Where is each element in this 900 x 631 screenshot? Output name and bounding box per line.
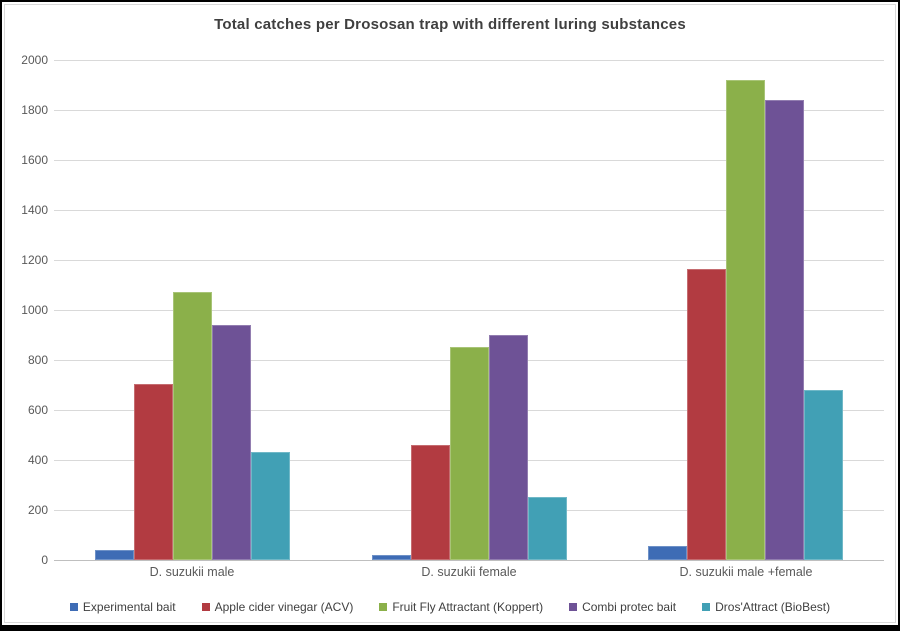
gridline: [54, 210, 884, 211]
x-category-label: D. suzukii female: [421, 565, 517, 579]
plot-area: [54, 60, 884, 561]
legend-label: Apple cider vinegar (ACV): [214, 600, 354, 614]
gridline: [54, 110, 884, 111]
legend-item: Combi protec bait: [569, 600, 676, 614]
bar: [528, 497, 567, 560]
chart-title: Total catches per Drososan trap with dif…: [214, 16, 686, 33]
y-tick-label: 1000: [21, 303, 48, 317]
y-tick-label: 1200: [21, 253, 48, 267]
bar: [134, 384, 173, 560]
y-tick-label: 600: [27, 403, 48, 417]
bar: [251, 452, 290, 560]
legend-swatch-icon: [569, 603, 578, 611]
y-tick-label: 200: [27, 503, 48, 517]
bar: [95, 550, 134, 560]
bar: [212, 325, 251, 560]
bar: [450, 347, 489, 560]
x-category-label: D. suzukii male +female: [679, 565, 813, 579]
gridline: [54, 60, 884, 61]
y-tick-label: 1800: [21, 103, 48, 117]
legend-item: Apple cider vinegar (ACV): [201, 600, 354, 614]
legend-swatch-icon: [69, 603, 78, 611]
legend: Experimental bait Apple cider vinegar (AC…: [2, 600, 898, 614]
bar: [648, 546, 687, 560]
bar: [173, 292, 212, 560]
legend-swatch-icon: [201, 603, 210, 611]
bar: [372, 555, 411, 560]
gridline: [54, 260, 884, 261]
y-tick-label: 400: [27, 453, 48, 467]
bar: [726, 80, 765, 560]
y-tick-label: 1600: [21, 153, 48, 167]
legend-swatch-icon: [379, 603, 388, 611]
legend-item: Fruit Fly Attractant (Koppert): [379, 600, 543, 614]
legend-label: Combi protec bait: [582, 600, 677, 614]
gridline: [54, 160, 884, 161]
legend-swatch-icon: [702, 603, 711, 611]
y-tick-label: 0: [41, 553, 48, 567]
x-category-label: D. suzukii male: [149, 565, 235, 579]
legend-label: Dros'Attract (BioBest): [715, 600, 831, 614]
x-axis-line: [54, 560, 884, 561]
y-tick-label: 2000: [21, 53, 48, 67]
bar: [687, 269, 726, 560]
legend-label: Fruit Fly Attractant (Koppert): [392, 600, 544, 614]
legend-item: Dros'Attract (BioBest): [702, 600, 830, 614]
legend-item: Experimental bait: [69, 600, 176, 614]
gridline: [54, 310, 884, 311]
y-tick-label: 1400: [21, 203, 48, 217]
bar: [765, 100, 804, 560]
bar: [804, 390, 843, 560]
bar: [411, 445, 450, 560]
y-tick-label: 800: [27, 353, 48, 367]
legend-label: Experimental bait: [82, 600, 176, 614]
bar: [489, 335, 528, 560]
